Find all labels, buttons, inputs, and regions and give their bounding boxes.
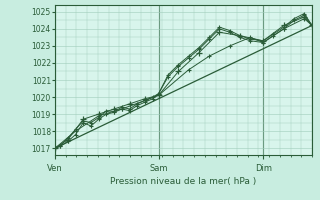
X-axis label: Pression niveau de la mer( hPa ): Pression niveau de la mer( hPa ) — [110, 177, 257, 186]
